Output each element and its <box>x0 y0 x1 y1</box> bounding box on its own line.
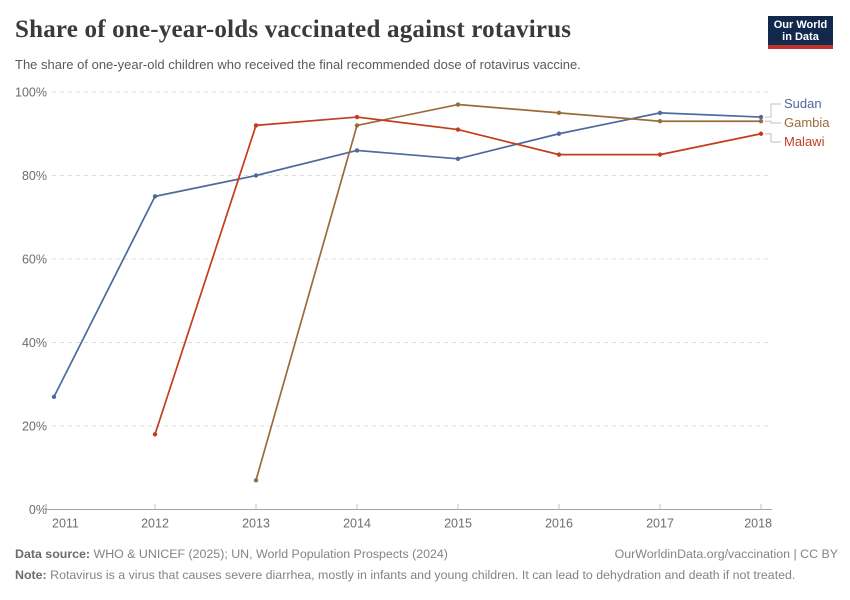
data-point-gambia[interactable] <box>556 110 562 116</box>
x-axis-label: 2013 <box>242 517 270 531</box>
y-axis-label: 40% <box>22 336 47 350</box>
owid-logo-line1: Our World <box>773 18 828 31</box>
legend-item-malawi[interactable]: Malawi <box>784 134 825 149</box>
y-axis-label: 20% <box>22 420 47 434</box>
legend-item-gambia[interactable]: Gambia <box>784 115 830 130</box>
chart-footer: Data source: WHO & UNICEF (2025); UN, Wo… <box>15 547 838 583</box>
legend-connector <box>765 133 781 143</box>
line-chart: 0% 20% 40% 60% 80% 100% 2011 2012 2013 2014 2015 20… <box>15 86 781 531</box>
series-line-malawi[interactable] <box>154 116 762 436</box>
data-source-label: Data source: <box>15 547 91 561</box>
data-source: Data source: WHO & UNICEF (2025); UN, Wo… <box>15 547 448 562</box>
page-title: Share of one-year-olds vaccinated agains… <box>15 16 572 43</box>
data-point-sudan[interactable] <box>152 194 158 199</box>
data-point-malawi[interactable] <box>253 123 259 128</box>
legend-connector <box>765 120 781 124</box>
data-point-malawi[interactable] <box>657 152 663 157</box>
x-axis-label: 2014 <box>343 517 371 531</box>
data-point-gambia[interactable] <box>253 478 259 483</box>
data-point-malawi[interactable] <box>556 152 562 157</box>
data-point-sudan[interactable] <box>354 148 360 153</box>
y-axis-label: 80% <box>22 169 47 183</box>
chart-subtitle: The share of one-year-old children who r… <box>15 57 581 72</box>
legend-item-sudan[interactable]: Sudan <box>784 96 822 111</box>
x-axis-label: 2016 <box>545 517 573 531</box>
footer-note-text: Rotavirus is a virus that causes severe … <box>46 568 796 582</box>
footer-note: Note: Rotavirus is a virus that causes s… <box>15 568 838 583</box>
data-point-sudan[interactable] <box>758 114 764 120</box>
data-point-malawi[interactable] <box>354 114 360 120</box>
data-point-malawi[interactable] <box>758 131 764 136</box>
footer-link[interactable]: OurWorldinData.org/vaccination | CC BY <box>614 547 838 561</box>
data-point-gambia[interactable] <box>354 123 360 128</box>
x-axis-label: 2012 <box>141 517 169 531</box>
y-axis-label: 60% <box>22 253 47 267</box>
data-point-sudan[interactable] <box>455 156 461 161</box>
y-axis-label: 0% <box>29 503 47 517</box>
series-line-gambia[interactable] <box>255 103 762 482</box>
x-axis-label: 2018 <box>744 517 772 531</box>
footer-note-label: Note: <box>15 568 47 582</box>
data-point-sudan[interactable] <box>253 173 259 178</box>
data-point-gambia[interactable] <box>657 119 663 124</box>
data-point-malawi[interactable] <box>455 127 461 132</box>
data-point-gambia[interactable] <box>758 119 764 124</box>
owid-logo[interactable]: Our World in Data <box>768 16 833 49</box>
x-axis-label: 2011 <box>52 517 79 531</box>
x-axis-label: 2015 <box>444 517 472 531</box>
data-point-sudan[interactable] <box>657 110 663 116</box>
data-point-sudan[interactable] <box>556 131 562 136</box>
data-point-gambia[interactable] <box>455 102 461 107</box>
data-source-text: WHO & UNICEF (2025); UN, World Populatio… <box>90 547 448 561</box>
data-point-malawi[interactable] <box>152 432 158 437</box>
y-axis-label: 100% <box>15 86 47 100</box>
legend-connector <box>765 103 781 118</box>
owid-logo-line2: in Data <box>782 30 819 43</box>
data-point-sudan[interactable] <box>51 394 57 399</box>
x-axis-label: 2017 <box>646 517 674 531</box>
series-line-sudan[interactable] <box>53 112 762 398</box>
